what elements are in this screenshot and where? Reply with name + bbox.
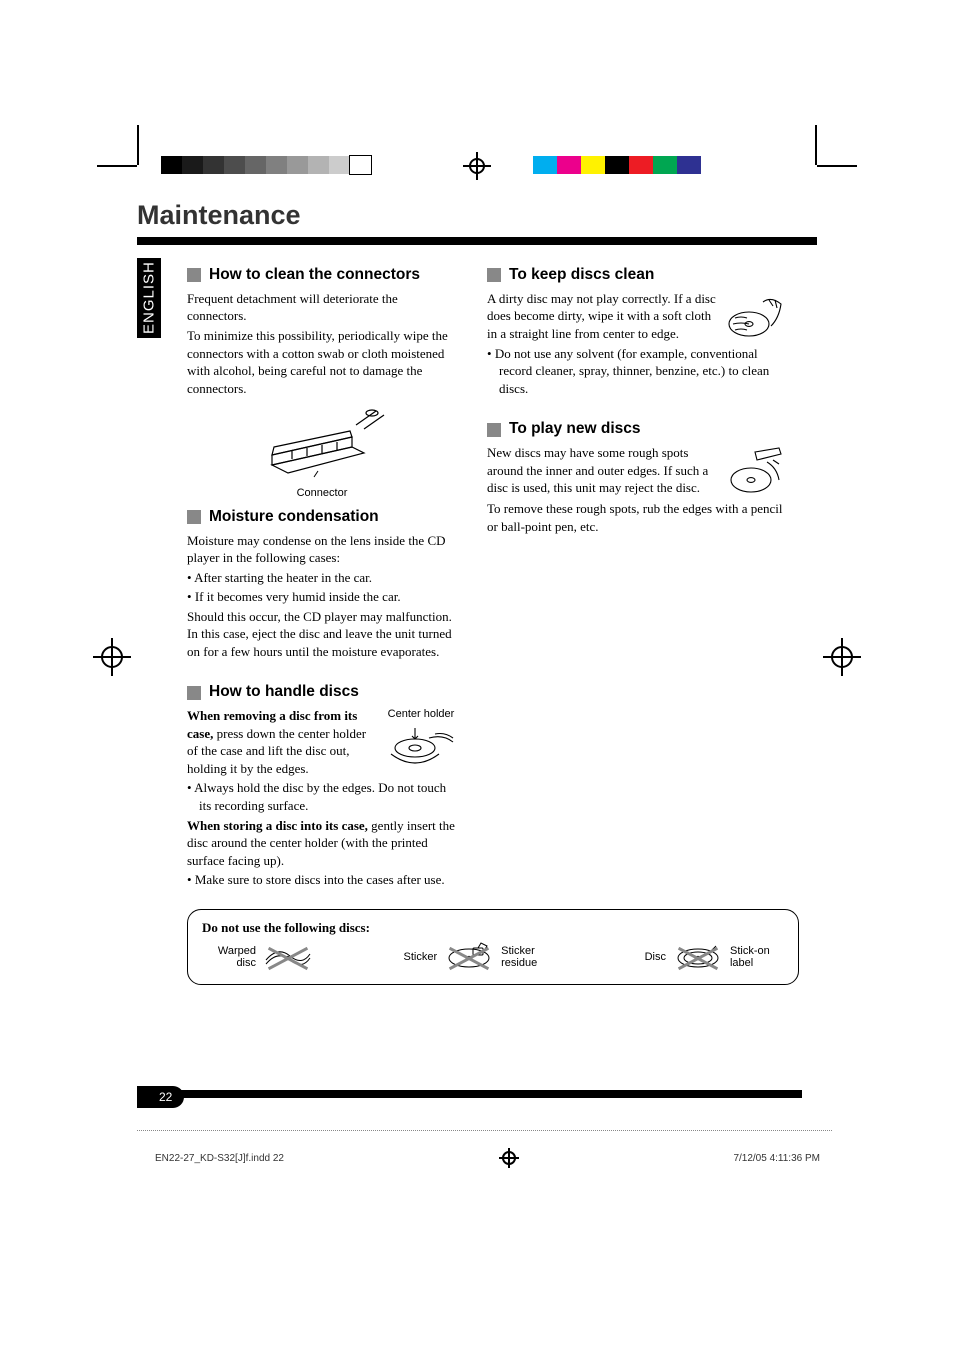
figure-caption: Connector: [187, 486, 457, 501]
bullet-list: Do not use any solvent (for example, con…: [487, 345, 787, 398]
bold-text: When storing a disc into its case,: [187, 818, 368, 833]
body-text: Should this occur, the CD player may mal…: [187, 608, 457, 661]
connector-figure: Connector: [187, 405, 457, 500]
color-swatch-bar: [533, 156, 701, 174]
bullet-list: After starting the heater in the car. If…: [187, 569, 457, 606]
list-item: After starting the heater in the car.: [187, 569, 457, 587]
crop-mark: [817, 165, 857, 167]
disc-label: Sticker residue: [501, 945, 555, 969]
rub-disc-edge-illustration-icon: [725, 444, 787, 500]
wipe-disc-illustration-icon: [725, 290, 787, 344]
center-holder-figure: Center holder: [385, 707, 457, 772]
list-item: If it becomes very humid inside the car.: [187, 588, 457, 606]
connector-illustration-icon: [252, 405, 392, 481]
page-content: Maintenance How to clean the connectors …: [137, 200, 817, 985]
list-item: Always hold the disc by the edges. Do no…: [187, 779, 457, 814]
section-heading: How to handle discs: [187, 682, 457, 703]
list-item: Do not use any solvent (for example, con…: [487, 345, 787, 398]
sticker-disc-icon: [443, 942, 495, 972]
list-item: Make sure to store discs into the cases …: [187, 871, 457, 889]
figure-caption: Center holder: [385, 707, 457, 722]
registration-target-icon: [499, 1148, 519, 1168]
section-heading: Moisture condensation: [187, 507, 457, 528]
right-column: To keep discs clean A dirty disc may not…: [487, 259, 787, 891]
disc-label: Warped disc: [202, 945, 256, 969]
section-bullet-icon: [487, 423, 501, 437]
warped-disc-icon: [262, 942, 314, 972]
registration-target-icon: [463, 152, 491, 180]
grayscale-swatch-bar: [161, 156, 371, 174]
print-footer: EN22-27_KD-S32[J]f.indd 22 7/12/05 4:11:…: [155, 1148, 820, 1168]
registration-target-icon: [823, 638, 861, 676]
prohibited-disc-item: Warped disc: [202, 942, 314, 972]
heading-rule: [137, 237, 817, 245]
paragraph-with-figure: New discs may have some rough spots arou…: [487, 444, 787, 500]
paragraph-with-figure: A dirty disc may not play correctly. If …: [487, 290, 787, 345]
stickon-label-disc-icon: [672, 942, 724, 972]
warning-heading: Do not use the following discs:: [202, 920, 784, 936]
warning-box: Do not use the following discs: Warped d…: [187, 909, 799, 985]
page-number: 22: [137, 1086, 184, 1108]
bullet-list: Make sure to store discs into the cases …: [187, 871, 457, 889]
disc-case-illustration-icon: [385, 724, 457, 768]
footer-separator: [137, 1130, 832, 1131]
crop-mark: [815, 125, 817, 165]
section-heading-text: How to handle discs: [209, 682, 359, 703]
body-text: To remove these rough spots, rub the edg…: [487, 500, 787, 535]
disc-label: Stick-on label: [730, 945, 784, 969]
section-heading-text: Moisture condensation: [209, 507, 379, 528]
section-heading-text: To keep discs clean: [509, 265, 654, 286]
page-footer-rule: [137, 1090, 802, 1098]
disc-label: Disc: [645, 951, 666, 963]
body-text: To minimize this possibility, periodical…: [187, 327, 457, 397]
disc-label: Sticker: [403, 951, 437, 963]
two-column-layout: How to clean the connectors Frequent det…: [137, 259, 817, 891]
crop-mark: [137, 125, 139, 165]
section-bullet-icon: [187, 510, 201, 524]
section-bullet-icon: [187, 686, 201, 700]
left-column: How to clean the connectors Frequent det…: [187, 259, 457, 891]
body-text-span: press down the center holder of the case…: [187, 726, 366, 776]
footer-timestamp: 7/12/05 4:11:36 PM: [733, 1153, 820, 1164]
prohibited-disc-item: Disc Stick-on label: [645, 942, 784, 972]
body-text: Frequent detachment will deteriorate the…: [187, 290, 457, 325]
prohibited-disc-item: Sticker Sticker residue: [403, 942, 555, 972]
prohibited-discs-row: Warped disc Sticker Sticker residue Di: [202, 942, 784, 972]
bullet-list: Always hold the disc by the edges. Do no…: [187, 779, 457, 814]
footer-filename: EN22-27_KD-S32[J]f.indd 22: [155, 1153, 284, 1164]
section-heading-text: To play new discs: [509, 419, 641, 440]
section-heading-text: How to clean the connectors: [209, 265, 420, 286]
section-heading: To keep discs clean: [487, 265, 787, 286]
paragraph-with-figure: Center holder: [187, 707, 457, 779]
body-text: When storing a disc into its case, gentl…: [187, 817, 457, 870]
document-page: ENGLISH Maintenance How to clean the con…: [0, 0, 954, 1351]
crop-mark: [97, 165, 137, 167]
registration-target-icon: [93, 638, 131, 676]
section-bullet-icon: [487, 268, 501, 282]
print-registration-row: [0, 148, 954, 188]
page-title: Maintenance: [137, 200, 817, 231]
section-heading: How to clean the connectors: [187, 265, 457, 286]
section-heading: To play new discs: [487, 419, 787, 440]
body-text: Moisture may condense on the lens inside…: [187, 532, 457, 567]
section-bullet-icon: [187, 268, 201, 282]
